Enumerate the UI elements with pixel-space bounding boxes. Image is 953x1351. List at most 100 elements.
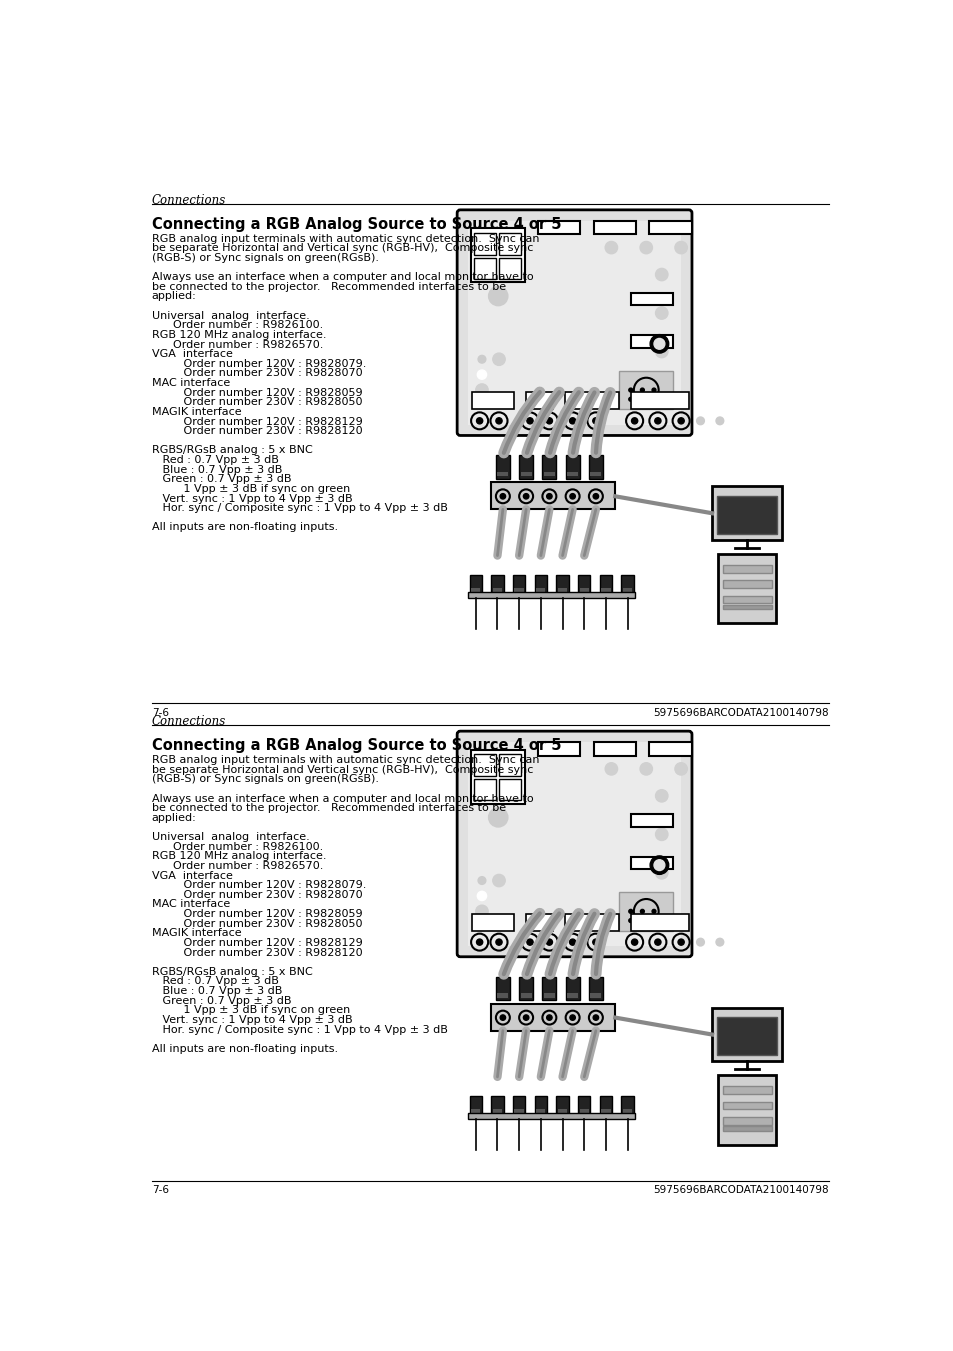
Text: (RGB-S) or Sync signals on green(RGsB).: (RGB-S) or Sync signals on green(RGsB). (152, 253, 378, 263)
Circle shape (569, 417, 575, 424)
Bar (630, 815, 673, 827)
Circle shape (649, 857, 668, 874)
Bar (578, 1096, 590, 1116)
Bar (468, 592, 635, 598)
Bar (618, 892, 673, 931)
Bar (537, 742, 579, 755)
Bar (564, 392, 618, 409)
Text: Order number 230V : R9828070: Order number 230V : R9828070 (152, 890, 362, 900)
Bar (536, 588, 545, 592)
Text: RGB 120 MHz analog interface.: RGB 120 MHz analog interface. (152, 330, 326, 340)
Text: 5975696BARCODATA2100140798: 5975696BARCODATA2100140798 (653, 708, 828, 717)
Bar (722, 1117, 771, 1124)
Bar (630, 913, 688, 931)
Text: 1 Vpp ± 3 dB if sync on green: 1 Vpp ± 3 dB if sync on green (152, 1005, 350, 1015)
Text: Order number 230V : R9828120: Order number 230V : R9828120 (152, 947, 362, 958)
Bar (722, 1086, 771, 1094)
Bar (534, 574, 546, 594)
Bar (474, 780, 496, 800)
Text: Green : 0.7 Vpp ± 3 dB: Green : 0.7 Vpp ± 3 dB (152, 474, 291, 485)
Text: Order number : R9826570.: Order number : R9826570. (152, 861, 323, 871)
Bar (471, 1109, 480, 1113)
Bar (620, 574, 633, 594)
Circle shape (639, 388, 643, 392)
Bar (474, 232, 496, 254)
Circle shape (493, 353, 505, 365)
Text: Order number 120V : R9828129: Order number 120V : R9828129 (152, 938, 362, 948)
Circle shape (488, 286, 507, 305)
Circle shape (674, 763, 686, 775)
Bar (520, 993, 531, 997)
Bar (498, 232, 520, 254)
Bar (630, 293, 673, 305)
Circle shape (639, 919, 643, 923)
Circle shape (488, 808, 507, 827)
Text: Always use an interface when a computer and local monitor have to: Always use an interface when a computer … (152, 273, 533, 282)
Bar (593, 742, 636, 755)
Bar (588, 455, 602, 478)
Text: Order number 120V : R9828079.: Order number 120V : R9828079. (152, 880, 366, 890)
Circle shape (639, 763, 652, 775)
Text: Order number 120V : R9828059: Order number 120V : R9828059 (152, 388, 362, 397)
Bar (491, 1096, 503, 1116)
Circle shape (604, 242, 617, 254)
Bar (622, 1109, 632, 1113)
Bar (525, 392, 553, 409)
Bar (630, 857, 673, 869)
Bar (716, 496, 777, 534)
Text: RGB analog input terminals with automatic sync detection.  Sync can: RGB analog input terminals with automati… (152, 234, 538, 243)
Bar (579, 1109, 588, 1113)
Circle shape (652, 909, 656, 913)
Bar (536, 1109, 545, 1113)
Circle shape (655, 307, 667, 319)
Bar (543, 993, 555, 997)
Bar (565, 455, 579, 478)
Circle shape (476, 892, 486, 901)
Bar (711, 486, 781, 540)
Circle shape (593, 493, 598, 499)
Circle shape (592, 417, 598, 424)
Text: be connected to the projector.   Recommended interfaces to be: be connected to the projector. Recommend… (152, 282, 505, 292)
Bar (491, 482, 615, 509)
Text: Red : 0.7 Vpp ± 3 dB: Red : 0.7 Vpp ± 3 dB (152, 977, 278, 986)
Bar (599, 574, 612, 594)
Bar (716, 1017, 777, 1055)
Bar (618, 370, 673, 409)
Text: RGB 120 MHz analog interface.: RGB 120 MHz analog interface. (152, 851, 326, 862)
Bar (513, 1096, 525, 1116)
Circle shape (696, 939, 703, 946)
Circle shape (476, 905, 488, 917)
Bar (498, 258, 520, 280)
Bar (578, 574, 590, 594)
Bar (543, 471, 555, 477)
Text: (RGB-S) or Sync signals on green(RGsB).: (RGB-S) or Sync signals on green(RGsB). (152, 774, 378, 785)
Text: be separate Horizontal and Vertical sync (RGB-HV),  Composite sync: be separate Horizontal and Vertical sync… (152, 765, 533, 774)
Bar (564, 913, 618, 931)
Circle shape (631, 417, 637, 424)
Bar (722, 596, 771, 604)
Bar (722, 605, 771, 609)
Text: Blue : 0.7 Vpp ± 3 dB: Blue : 0.7 Vpp ± 3 dB (152, 986, 282, 996)
Text: Order number : R9826570.: Order number : R9826570. (152, 339, 323, 350)
Text: Order number : R9826100.: Order number : R9826100. (152, 320, 323, 331)
Text: Hor. sync / Composite sync : 1 Vpp to 4 Vpp ± 3 dB: Hor. sync / Composite sync : 1 Vpp to 4 … (152, 1024, 447, 1035)
Circle shape (546, 1015, 552, 1020)
Text: applied:: applied: (152, 813, 196, 823)
Bar (469, 574, 481, 594)
Circle shape (546, 493, 552, 499)
Circle shape (569, 939, 575, 946)
Text: Order number 230V : R9828050: Order number 230V : R9828050 (152, 919, 362, 928)
Bar (493, 1109, 501, 1113)
Text: Vert. sync : 1 Vpp to 4 Vpp ± 3 dB: Vert. sync : 1 Vpp to 4 Vpp ± 3 dB (152, 493, 352, 504)
Circle shape (639, 242, 652, 254)
Bar (542, 455, 556, 478)
Bar (567, 993, 578, 997)
Circle shape (678, 939, 683, 946)
Bar (498, 780, 520, 800)
Circle shape (604, 763, 617, 775)
Circle shape (476, 384, 488, 396)
Bar (722, 1101, 771, 1109)
Circle shape (652, 388, 656, 392)
Text: MAGIK interface: MAGIK interface (152, 407, 241, 417)
Circle shape (546, 939, 552, 946)
